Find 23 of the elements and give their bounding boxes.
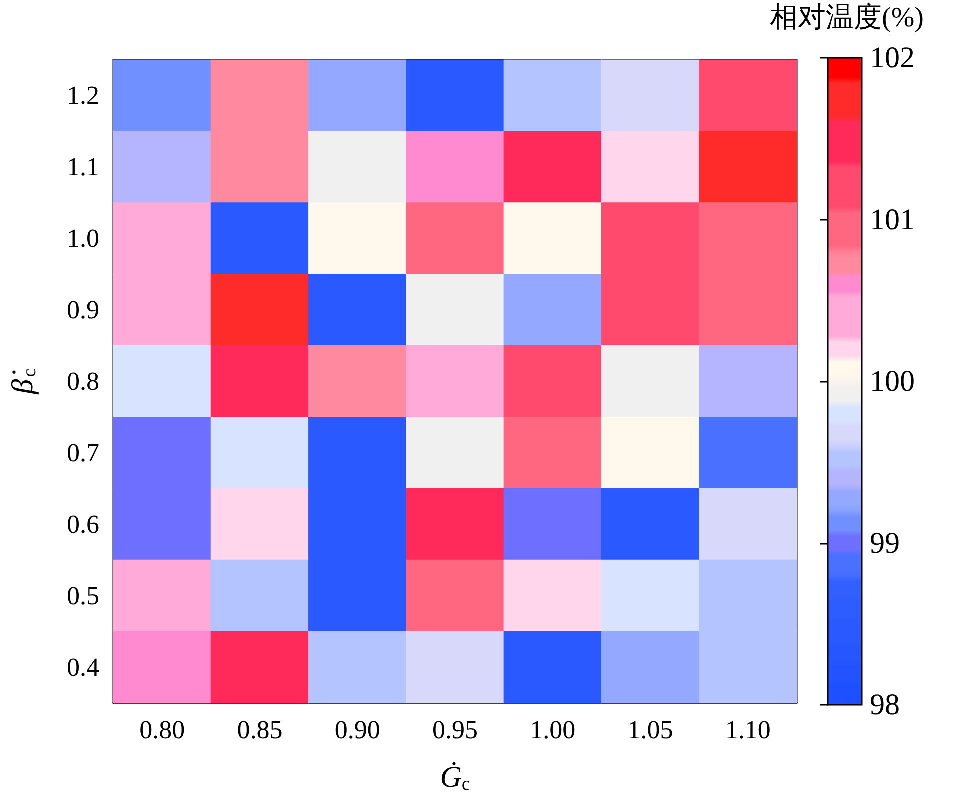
color-bar-label: 102 xyxy=(870,42,915,74)
x-tick-label: 1.00 xyxy=(530,716,576,744)
color-bar-label: 99 xyxy=(870,526,900,560)
x-tick-label: 0.95 xyxy=(432,716,478,744)
x-tick-label: 0.90 xyxy=(334,716,380,744)
y-tick-label: 1.0 xyxy=(67,224,100,254)
y-tick-label: 0.9 xyxy=(67,296,100,325)
y-tick-label: 0.7 xyxy=(67,438,100,468)
x-tick-label: 0.80 xyxy=(140,716,186,744)
color-bar-label: 100 xyxy=(870,365,915,398)
y-axis-title: β̇c xyxy=(6,368,40,396)
y-tick-label: 0.8 xyxy=(67,367,100,396)
color-bar-title: 相对温度(%) xyxy=(770,2,924,34)
x-tick-label: 1.05 xyxy=(628,716,674,744)
color-bar-label: 98 xyxy=(870,688,900,722)
color-bar-label: 101 xyxy=(870,203,915,236)
x-tick-label: 0.85 xyxy=(237,716,283,744)
y-tick-label: 1.1 xyxy=(67,152,100,182)
y-tick-label: 0.4 xyxy=(67,652,100,682)
y-tick-label: 0.6 xyxy=(67,510,100,539)
x-tick-label: 1.10 xyxy=(725,716,771,744)
y-tick-label: 0.5 xyxy=(67,581,100,610)
y-tick-label: 1.2 xyxy=(67,81,100,110)
